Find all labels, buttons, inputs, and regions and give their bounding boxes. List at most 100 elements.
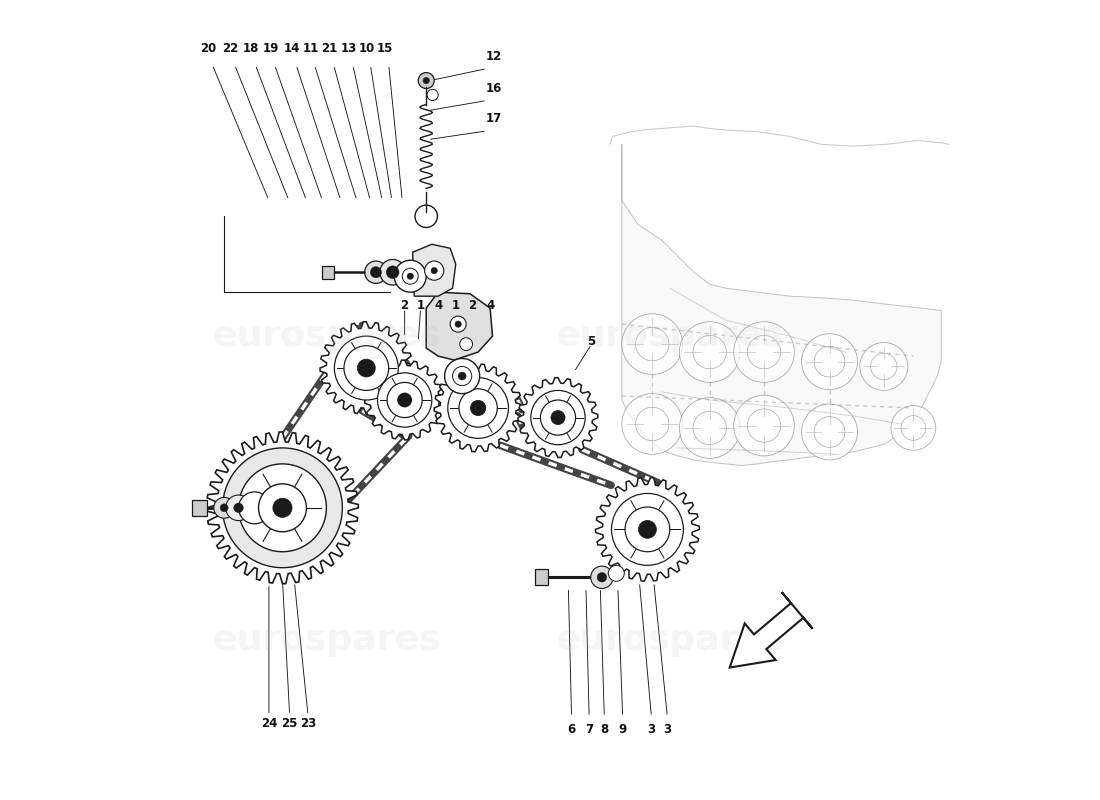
Bar xyxy=(192,500,207,516)
Text: 18: 18 xyxy=(243,42,260,55)
Circle shape xyxy=(386,266,399,278)
Text: 3: 3 xyxy=(663,722,671,735)
Circle shape xyxy=(425,261,443,280)
Text: 4: 4 xyxy=(486,299,494,312)
Text: 22: 22 xyxy=(222,42,239,55)
Polygon shape xyxy=(320,322,412,414)
Text: 25: 25 xyxy=(282,717,298,730)
Bar xyxy=(535,570,548,586)
Circle shape xyxy=(450,316,466,332)
Text: 10: 10 xyxy=(359,42,374,55)
Circle shape xyxy=(460,338,473,350)
Text: 2: 2 xyxy=(469,299,476,312)
Circle shape xyxy=(220,504,228,512)
Polygon shape xyxy=(207,432,359,584)
Circle shape xyxy=(802,334,858,390)
Text: 4: 4 xyxy=(434,299,442,312)
Text: 1: 1 xyxy=(452,299,460,312)
Circle shape xyxy=(531,390,585,445)
Circle shape xyxy=(394,260,426,292)
Circle shape xyxy=(551,410,565,425)
Text: 23: 23 xyxy=(300,717,316,730)
Text: eurospares: eurospares xyxy=(212,319,441,353)
Polygon shape xyxy=(412,244,455,296)
Circle shape xyxy=(448,378,508,438)
Polygon shape xyxy=(518,378,598,458)
Polygon shape xyxy=(426,292,493,360)
Text: 13: 13 xyxy=(341,42,356,55)
Bar xyxy=(321,266,334,278)
Text: 19: 19 xyxy=(262,42,278,55)
Circle shape xyxy=(407,273,414,279)
Circle shape xyxy=(891,406,936,450)
Text: 12: 12 xyxy=(486,50,503,63)
Circle shape xyxy=(418,73,434,89)
Circle shape xyxy=(213,498,234,518)
Circle shape xyxy=(459,372,466,380)
Polygon shape xyxy=(729,592,813,667)
Circle shape xyxy=(680,322,740,382)
Circle shape xyxy=(860,342,908,390)
Text: 6: 6 xyxy=(568,722,575,735)
Text: 1: 1 xyxy=(417,299,425,312)
Text: 21: 21 xyxy=(321,42,338,55)
Circle shape xyxy=(233,503,243,513)
Text: 2: 2 xyxy=(400,299,409,312)
Circle shape xyxy=(734,395,794,456)
Text: eurospares: eurospares xyxy=(556,319,784,353)
Text: 20: 20 xyxy=(200,42,217,55)
Text: 8: 8 xyxy=(601,722,608,735)
Circle shape xyxy=(258,484,307,532)
Circle shape xyxy=(344,346,388,390)
Circle shape xyxy=(397,393,411,407)
Circle shape xyxy=(621,314,683,374)
Text: 17: 17 xyxy=(486,112,503,126)
Circle shape xyxy=(334,336,398,400)
Polygon shape xyxy=(365,360,444,440)
Circle shape xyxy=(365,261,387,283)
Circle shape xyxy=(591,566,613,589)
Circle shape xyxy=(680,398,740,458)
Circle shape xyxy=(459,389,497,427)
Circle shape xyxy=(379,259,406,285)
Circle shape xyxy=(226,495,251,521)
Polygon shape xyxy=(434,364,522,452)
Text: eurospares: eurospares xyxy=(212,622,441,657)
Circle shape xyxy=(444,358,480,394)
Circle shape xyxy=(621,394,683,454)
Circle shape xyxy=(387,382,422,418)
Circle shape xyxy=(431,267,438,274)
Circle shape xyxy=(734,322,794,382)
Text: 9: 9 xyxy=(618,722,627,735)
Circle shape xyxy=(424,78,429,84)
Circle shape xyxy=(638,521,657,538)
Text: eurospares: eurospares xyxy=(556,622,784,657)
Text: 7: 7 xyxy=(585,722,593,735)
Text: 15: 15 xyxy=(376,42,393,55)
Circle shape xyxy=(239,492,271,524)
Polygon shape xyxy=(621,145,942,466)
Circle shape xyxy=(273,498,292,518)
Circle shape xyxy=(597,573,607,582)
Text: 14: 14 xyxy=(284,42,300,55)
Circle shape xyxy=(239,464,327,552)
Circle shape xyxy=(371,266,382,278)
Circle shape xyxy=(403,268,418,284)
Circle shape xyxy=(377,373,432,427)
Circle shape xyxy=(455,321,461,327)
Text: 3: 3 xyxy=(648,722,656,735)
Text: 16: 16 xyxy=(486,82,503,95)
Circle shape xyxy=(471,400,486,416)
Text: 11: 11 xyxy=(302,42,319,55)
Circle shape xyxy=(427,90,438,101)
Circle shape xyxy=(222,448,342,568)
Polygon shape xyxy=(595,478,700,581)
Circle shape xyxy=(612,494,683,566)
Circle shape xyxy=(802,404,858,460)
Text: 24: 24 xyxy=(261,717,277,730)
Circle shape xyxy=(452,366,472,386)
Circle shape xyxy=(358,359,375,377)
Circle shape xyxy=(625,507,670,552)
Circle shape xyxy=(540,400,575,435)
Text: 5: 5 xyxy=(587,335,596,348)
